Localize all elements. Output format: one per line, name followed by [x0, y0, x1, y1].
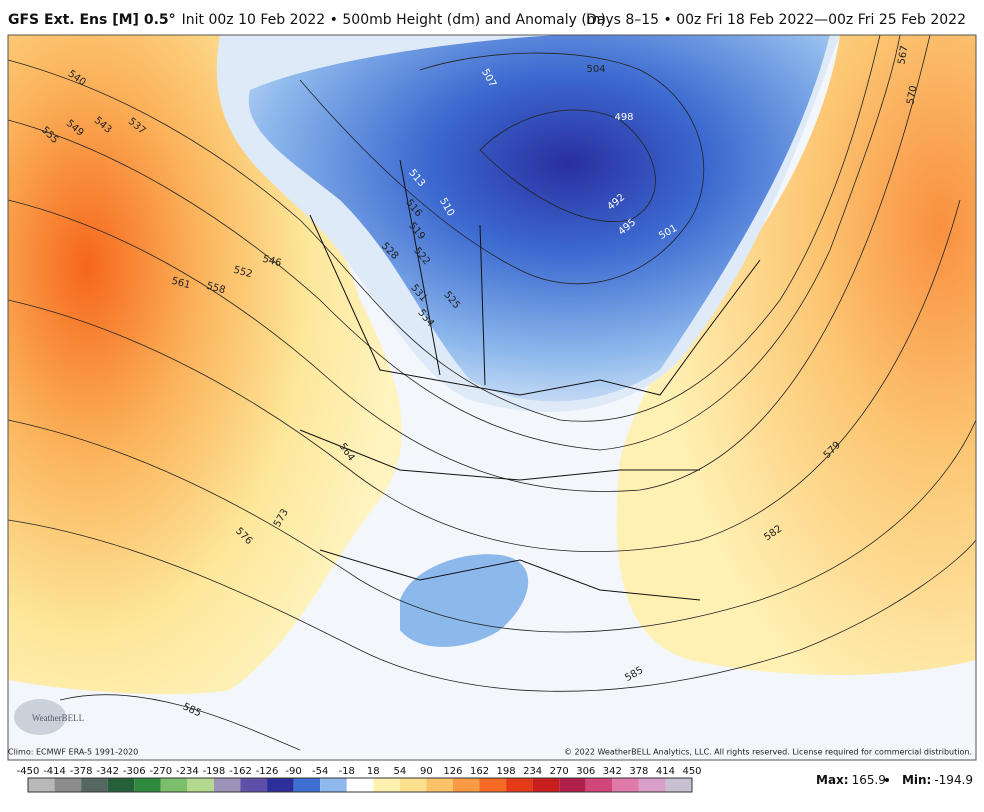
colorbar: -450 -414 -378 -342 -306 -270 -234 -198 -162 -126… [17, 766, 702, 793]
colorbar-tick-label: 414 [656, 766, 675, 777]
colorbar-segment [134, 778, 161, 792]
max-value: 165.9 [852, 773, 886, 787]
ridge-east [616, 35, 976, 675]
colorbar-tick-label: -126 [256, 766, 279, 777]
climo-note: Climo: ECMWF ERA-5 1991-2020 [8, 748, 138, 757]
stats: Max: 165.9 Min: -194.9 [816, 773, 973, 787]
colorbar-segment [107, 778, 135, 792]
contours [8, 35, 976, 751]
colorbar-tick-label: -270 [149, 766, 172, 777]
colorbar-segment [532, 778, 560, 792]
title: GFS Ext. Ens [M] 0.5° Init 00z 10 Feb 202… [8, 12, 606, 28]
title-rest: Init 00z 10 Feb 2022 • 500mb Height (dm)… [182, 12, 606, 28]
colorbar-tick-label: -306 [123, 766, 146, 777]
contour-label: 498 [614, 112, 633, 123]
colorbar-segment [81, 778, 108, 792]
colorbar-segment [585, 778, 613, 792]
colorbar-tick-label: 162 [470, 766, 489, 777]
colorbar-tick-label: 378 [629, 766, 648, 777]
colorbar-segment [452, 778, 480, 792]
colorbar-tick-label: 18 [367, 766, 380, 777]
colorbar-segment [160, 778, 188, 792]
colorbar-segment [54, 778, 82, 792]
colorbar-tick-label: -450 [17, 766, 40, 777]
colorbar-segment [346, 778, 374, 792]
colorbar-tick-label: 270 [550, 766, 569, 777]
max-label: Max: [816, 773, 849, 787]
colorbar-tick-label: 126 [443, 766, 462, 777]
trough [248, 35, 831, 402]
colorbar-tick-label: -234 [176, 766, 199, 777]
colorbar-tick-label: -90 [285, 766, 301, 777]
colorbar-tick-label: 54 [393, 766, 406, 777]
separator-dot [885, 778, 889, 782]
colorbar-segment [638, 778, 666, 792]
colorbar-segment [28, 778, 55, 792]
colorbar-tick-label: -18 [339, 766, 355, 777]
colorbar-segment [506, 778, 533, 792]
colorbar-tick-label: 306 [576, 766, 595, 777]
contour-label: 570 [905, 85, 919, 106]
colorbar-segment [479, 778, 507, 792]
colorbar-tick-label: 198 [497, 766, 516, 777]
colorbar-tick-label: 342 [603, 766, 622, 777]
min-label: Min: [902, 773, 931, 787]
colorbar-segment [373, 778, 400, 792]
contour-label: 561 [170, 276, 191, 292]
colorbar-tick-label: 450 [682, 766, 701, 777]
title-bold: GFS Ext. Ens [M] 0.5° [8, 12, 176, 28]
colorbar-segment [320, 778, 347, 792]
colorbar-frame [27, 777, 693, 793]
colorbar-tick-label: -378 [70, 766, 93, 777]
contour-label: 552 [232, 265, 253, 281]
colorbar-segment [559, 778, 586, 792]
colorbar-tick-label: -162 [229, 766, 252, 777]
colorbar-segment [399, 778, 427, 792]
logo: WeatherBELL [32, 713, 84, 723]
contour-label: 504 [586, 64, 605, 75]
colorbar-segment [187, 778, 214, 792]
colorbar-segment [612, 778, 639, 792]
colorbar-tick-label: 90 [420, 766, 433, 777]
colorbar-segment [240, 778, 268, 792]
colorbar-tick-label: 234 [523, 766, 542, 777]
contour-label: 558 [205, 281, 226, 297]
colorbar-segment [665, 778, 692, 792]
borders [299, 159, 761, 601]
colorbar-segment [426, 778, 453, 792]
colorbar-tick-label: -342 [96, 766, 119, 777]
colorbar-tick-label: -198 [203, 766, 226, 777]
colorbar-tick-label: -54 [312, 766, 328, 777]
colorbar-segment [213, 778, 241, 792]
contour-label: 567 [896, 45, 910, 66]
colorbar-tick-label: -414 [43, 766, 66, 777]
contour-label: 546 [261, 254, 282, 270]
colorbar-segment [267, 778, 294, 792]
copyright: © 2022 WeatherBELL Analytics, LLC. All r… [564, 748, 972, 757]
map [8, 35, 976, 760]
colorbar-segment [293, 778, 321, 792]
title-right: Days 8–15 • 00z Fri 18 Feb 2022—00z Fri … [586, 12, 966, 28]
logo-mark [14, 699, 66, 735]
min-value: -194.9 [934, 773, 973, 787]
map-frame [7, 34, 977, 761]
